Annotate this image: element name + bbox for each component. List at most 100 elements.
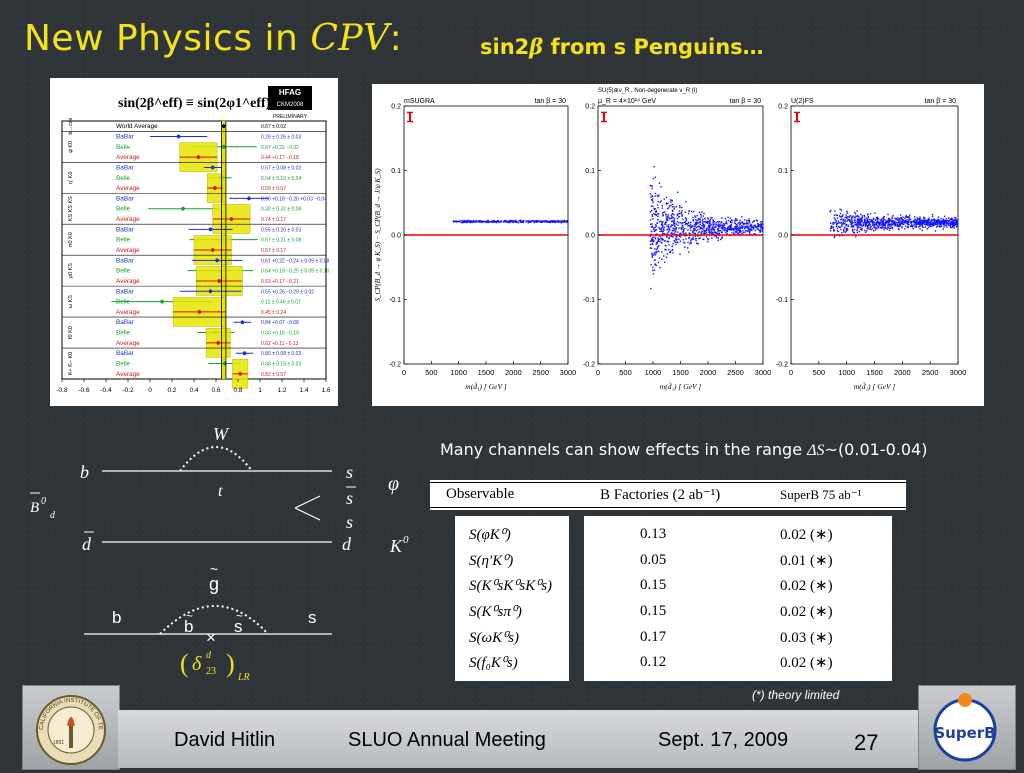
scatter-point [674,232,676,234]
scatter-point [882,227,885,229]
scatter-point [656,241,659,243]
scatter-point [537,221,540,223]
scatter-point [710,224,712,226]
scatter-point [682,238,684,241]
scatter-point [736,229,738,231]
scatter-point [732,229,735,231]
scatter-point [948,221,950,223]
scatter-point [689,225,691,227]
superb-cell: 0.02 (∗) [780,578,833,595]
scatter-point [666,207,669,210]
scatter-point [717,221,720,223]
scatter-point [691,231,694,233]
row-label: World Average [116,123,158,130]
scatter-point [500,220,503,222]
scatter-point [715,235,718,237]
scatter-point [527,220,530,222]
y-tick-label: -0.2 [583,362,595,369]
row-label: Average [116,340,140,347]
scatter-point [739,226,741,228]
scatter-point [760,228,762,230]
scatter-point [675,228,677,230]
scatter-point [668,244,670,246]
table-row: S(ωK⁰s) [469,624,552,650]
label-sstrange: s [234,617,243,636]
scatter-point [696,214,698,217]
scatter-point [708,231,711,233]
scatter-point [710,232,713,235]
scatter-point [884,226,886,229]
scatter-point [670,235,672,238]
scatter-point [687,229,689,231]
scatter-point [665,214,667,216]
scatter-point [660,224,663,226]
scatter-point [671,209,674,211]
scatter-point [717,230,719,232]
scatter-point [760,224,763,226]
scatter-point [700,227,703,229]
scatter-point [842,219,844,221]
scatter-point [651,215,654,217]
scatter-point [554,221,556,224]
scatter-point [928,217,930,219]
scatter-point [715,226,717,228]
scatter-point [849,220,851,223]
scatter-point [695,230,698,232]
scatter-point [924,226,926,228]
scatter-point [890,225,893,227]
scatter-point [904,219,906,222]
scatter-point [928,221,930,224]
panel-corner-label: tan β = 30 [535,98,567,105]
scatter-point [892,215,894,217]
label-delta-sub: 23 [206,666,216,677]
scatter-point [550,221,553,223]
scatter-point [754,226,757,228]
data-point [221,124,226,128]
scatter-point [679,240,682,242]
scatter-point [895,218,898,220]
scatter-panel: 0.20.10.0-0.1-0.20 500 1000 1500 2000 2500 300… [583,88,771,391]
scatter-point [493,219,495,222]
scatter-point [915,220,918,222]
scatter-point [671,200,674,202]
scatter-point [673,206,675,208]
scatter-point [680,211,683,214]
scatter-point [834,210,836,212]
scatter-point [856,225,858,227]
bfactories-cell: 0.05 [640,551,667,568]
scatter-point [875,224,877,226]
scatter-point [713,228,716,231]
scatter-point [906,226,908,229]
scatter-point [867,221,869,224]
scatter-point [544,220,546,222]
scatter-point [661,251,663,253]
row-value-label: 0.74 ± 0.17 [261,217,286,223]
scatter-point [883,215,886,218]
scatter-point [651,252,653,255]
scatter-point [759,229,761,232]
scatter-point [943,220,945,222]
data-point [210,165,215,170]
scatter-point [836,214,839,216]
scatter-point [870,221,873,223]
scatter-point [908,217,910,219]
scatter-point [920,219,922,222]
scatter-point [761,220,764,223]
scatter-point [756,225,759,228]
scatter-point [925,223,927,226]
scatter-point [833,228,835,231]
scatter-point [844,227,846,229]
scatter-point [929,225,931,227]
scatter-point [843,218,845,221]
scatter-point [675,239,677,241]
group-label: ω KS [68,295,74,308]
scatter-point [900,223,903,225]
scatter-point [728,228,730,231]
scatter-point [712,220,715,222]
label-dbar: d [82,534,92,554]
scatter-point [909,218,912,221]
scatter-point [567,221,569,224]
scatter-point [742,230,744,232]
scatter-point [667,232,669,234]
scatter-point [955,218,957,221]
